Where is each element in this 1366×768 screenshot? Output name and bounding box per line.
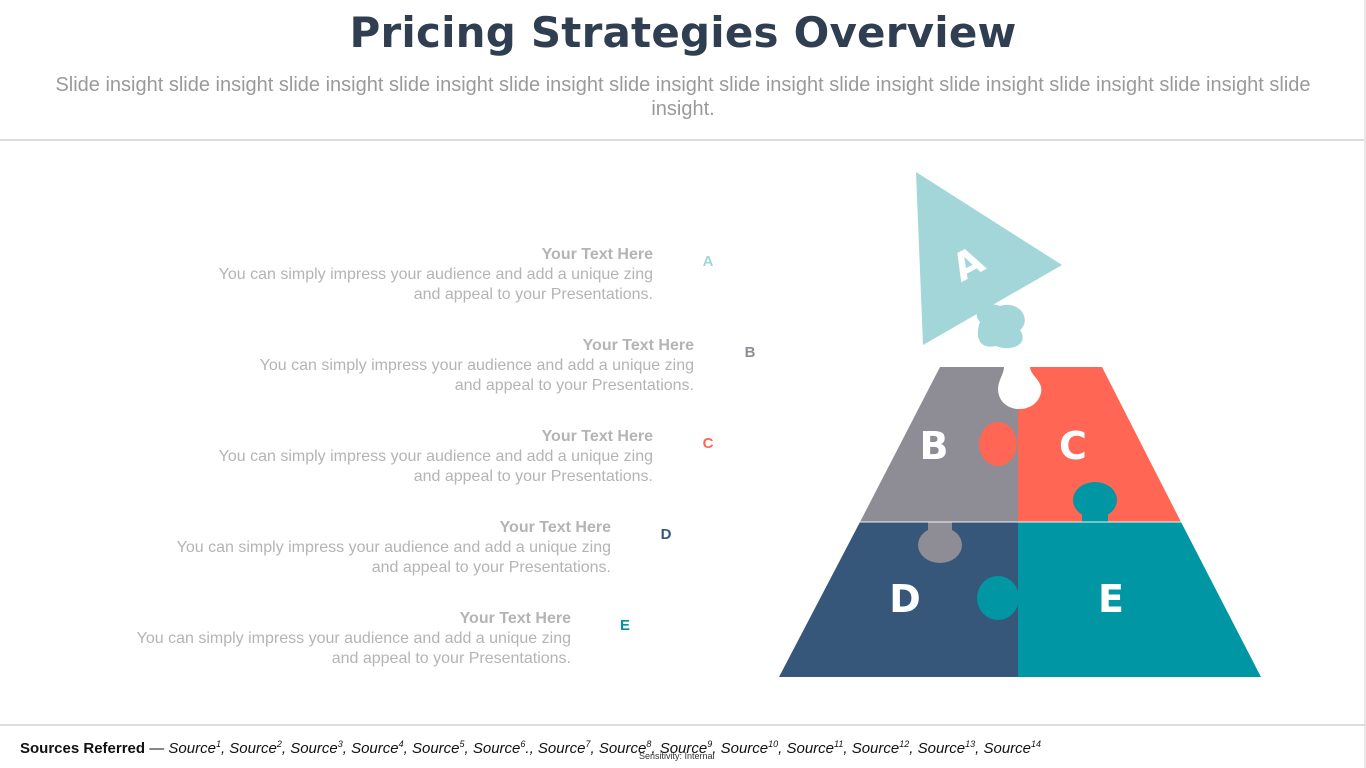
puzzle-pyramid: A B C D E (779, 172, 1261, 677)
source-ref: Source (598, 740, 647, 757)
text-block-body: You can simply impress your audience and… (136, 630, 571, 667)
sources-list: Source1, Source2, Source3, Source4, Sour… (168, 739, 1042, 757)
source-ref: Source (983, 740, 1032, 757)
text-block-heading: Your Text Here (459, 610, 571, 627)
source-separator: ., (525, 740, 538, 757)
item-letter-c: C (702, 435, 714, 452)
source-ref: Source (168, 740, 216, 757)
text-block-heading: Your Text Here (582, 337, 694, 354)
source-ref: Source (411, 740, 460, 757)
source-separator: , (403, 740, 412, 757)
source-ref-number: 6 (520, 739, 526, 749)
source-ref-number: 9 (707, 739, 713, 749)
source-ref-number: 7 (585, 739, 591, 749)
source-ref-number: 8 (646, 739, 652, 749)
puzzle-piece-c: C (1018, 367, 1181, 522)
source-ref-number: 5 (459, 739, 465, 749)
source-separator: , (975, 740, 984, 757)
source-ref-number: 11 (834, 739, 844, 749)
source-ref: Source (472, 740, 521, 757)
source-ref-number: 3 (337, 739, 343, 749)
text-block-body: You can simply impress your audience and… (218, 448, 653, 485)
puzzle-label-b: B (920, 424, 949, 468)
source-separator: , (843, 740, 852, 757)
text-block-b: Your Text Here You can simply impress yo… (234, 336, 694, 396)
item-letter-b: B (744, 344, 756, 361)
source-separator: , (342, 740, 352, 757)
source-ref-number: 4 (398, 739, 404, 749)
source-ref: Source (720, 740, 769, 757)
source-ref: Source (537, 740, 586, 757)
item-letter-d: D (660, 526, 672, 543)
text-block-heading: Your Text Here (541, 428, 653, 445)
source-ref-number: 13 (965, 739, 976, 749)
item-letter-a: A (702, 253, 714, 270)
sources-lead: Sources Referred (20, 740, 146, 757)
source-ref-number: 10 (768, 739, 779, 749)
puzzle-label-e: E (1098, 577, 1124, 621)
source-separator: , (281, 740, 291, 757)
source-separator: , (590, 740, 599, 757)
puzzle-label-d: D (889, 577, 921, 621)
puzzle-piece-b: B (860, 367, 1018, 522)
source-ref: Source (851, 740, 900, 757)
source-separator: , (712, 740, 721, 757)
puzzle-label-c: C (1059, 424, 1087, 468)
footer-divider (0, 724, 1366, 726)
source-ref: Source (786, 740, 835, 757)
source-ref: Source (917, 740, 966, 757)
source-ref-number: 14 (1031, 739, 1042, 749)
source-ref-number: 12 (899, 739, 910, 749)
text-block-heading: Your Text Here (499, 519, 611, 536)
sources-line: Sources Referred — Source1, Source2, Sou… (20, 739, 1041, 757)
text-block-c: Your Text Here You can simply impress yo… (193, 427, 653, 487)
text-block-body: You can simply impress your audience and… (259, 357, 694, 394)
source-separator: , (778, 740, 787, 757)
puzzle-knob (928, 520, 952, 536)
sensitivity-label: Sensitivity: Internal (639, 751, 715, 761)
source-separator: , (651, 740, 660, 757)
puzzle-notch (998, 367, 1042, 410)
slide-title: Pricing Strategies Overview (349, 8, 1017, 57)
text-block-heading: Your Text Here (541, 246, 653, 263)
puzzle-piece-e: E (977, 522, 1261, 677)
source-ref: Source (659, 740, 708, 757)
slide-edge (1364, 0, 1366, 768)
source-separator: , (464, 740, 473, 757)
text-block-d: Your Text Here You can simply impress yo… (151, 518, 611, 578)
source-ref-number: 1 (215, 739, 221, 749)
header-divider (0, 139, 1366, 141)
puzzle-knob (1082, 508, 1108, 524)
source-ref: Source (290, 740, 338, 757)
text-block-body: You can simply impress your audience and… (176, 539, 611, 576)
source-separator: , (220, 740, 230, 757)
source-ref: Source (351, 740, 399, 757)
puzzle-piece-d: D (779, 522, 1018, 677)
source-separator: , (909, 740, 918, 757)
item-letter-e: E (619, 617, 630, 634)
puzzle-piece-a: A (916, 172, 1062, 349)
slide-subtitle: Slide insight slide insight slide insigh… (55, 74, 1311, 120)
sources-dash: — (145, 740, 169, 757)
source-ref: Source (229, 740, 277, 757)
text-block-body: You can simply impress your audience and… (218, 266, 653, 303)
text-block-e: Your Text Here You can simply impress yo… (111, 609, 571, 669)
source-ref-number: 2 (276, 739, 282, 749)
text-block-a: Your Text Here You can simply impress yo… (193, 245, 653, 305)
